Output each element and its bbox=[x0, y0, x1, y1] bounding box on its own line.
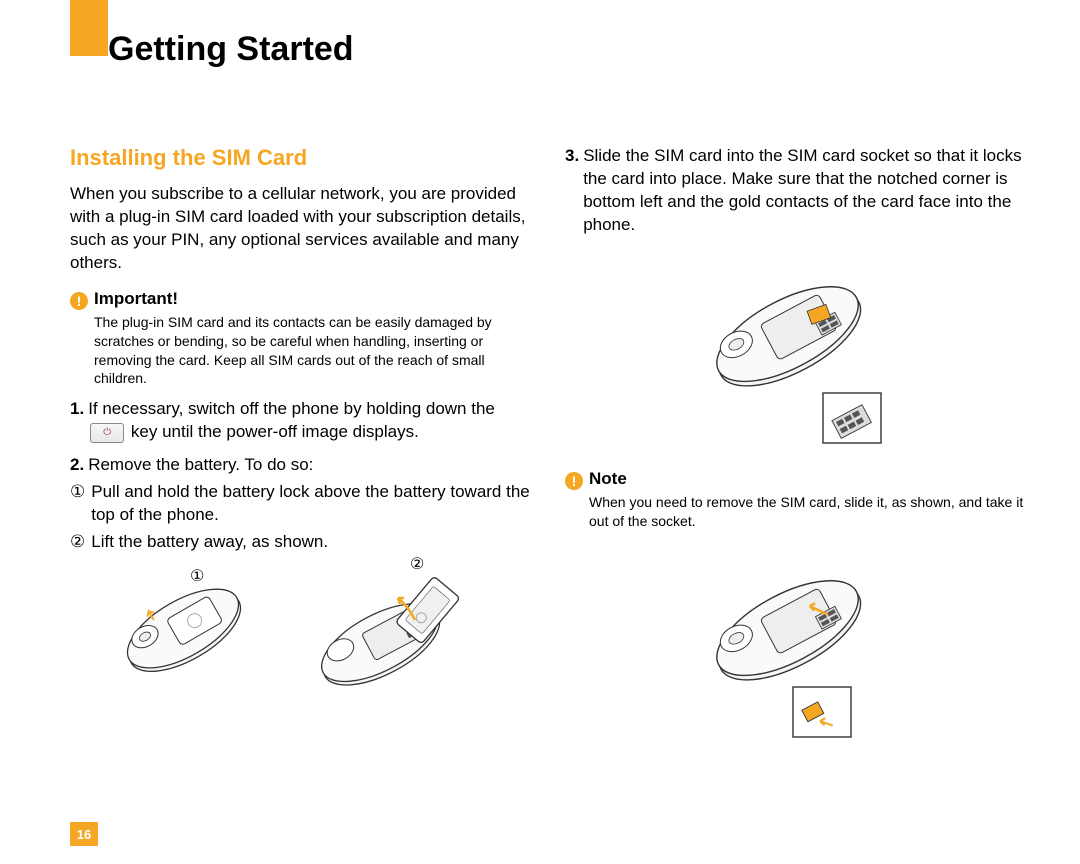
phone-illustration-2: ② bbox=[290, 572, 490, 702]
step-1-body: If necessary, switch off the phone by ho… bbox=[88, 398, 535, 444]
step-3: 3. Slide the SIM card into the SIM card … bbox=[565, 145, 1030, 237]
step-2: 2. Remove the battery. To do so: bbox=[70, 454, 535, 477]
annotation-1: ① bbox=[190, 566, 204, 586]
step-3-body: Slide the SIM card into the SIM card soc… bbox=[583, 145, 1030, 237]
note-body: When you need to remove the SIM card, sl… bbox=[589, 493, 1030, 531]
step-1-text-b: key until the power-off image displays. bbox=[131, 422, 419, 441]
substep-1: ① Pull and hold the battery lock above t… bbox=[70, 481, 535, 527]
page-number: 16 bbox=[70, 822, 98, 846]
section-heading: Installing the SIM Card bbox=[70, 145, 535, 171]
step-3-number: 3. bbox=[565, 145, 579, 237]
note-label: Note bbox=[589, 469, 627, 489]
important-label: Important! bbox=[94, 289, 178, 309]
annotation-2: ② bbox=[410, 554, 424, 574]
important-body: The plug-in SIM card and its contacts ca… bbox=[94, 313, 535, 389]
sim-insert-illustration bbox=[565, 255, 1030, 455]
intro-paragraph: When you subscribe to a cellular network… bbox=[70, 183, 535, 275]
note-callout-header: ! Note bbox=[565, 469, 1030, 489]
substep-1-number: ① bbox=[70, 481, 85, 527]
step-1-number: 1. bbox=[70, 398, 84, 444]
info-icon: ! bbox=[565, 472, 583, 490]
substep-2: ② Lift the battery away, as shown. bbox=[70, 531, 535, 554]
phone-illustration-4 bbox=[668, 549, 928, 749]
step-2-number: 2. bbox=[70, 454, 84, 477]
left-column: Installing the SIM Card When you subscri… bbox=[70, 145, 535, 749]
step-1: 1. If necessary, switch off the phone by… bbox=[70, 398, 535, 444]
warning-icon: ! bbox=[70, 292, 88, 310]
step-2-body: Remove the battery. To do so: bbox=[88, 454, 535, 477]
right-column: 3. Slide the SIM card into the SIM card … bbox=[565, 145, 1030, 749]
phone-illustration-1: ① bbox=[100, 572, 270, 692]
step-1-text-a: If necessary, switch off the phone by ho… bbox=[88, 399, 495, 418]
substep-2-body: Lift the battery away, as shown. bbox=[91, 531, 328, 554]
content-columns: Installing the SIM Card When you subscri… bbox=[70, 145, 1030, 749]
phone-illustration-3 bbox=[668, 255, 928, 455]
substep-2-number: ② bbox=[70, 531, 85, 554]
header-accent-tab bbox=[70, 0, 108, 56]
power-key-icon bbox=[90, 423, 124, 443]
substep-1-body: Pull and hold the battery lock above the… bbox=[91, 481, 535, 527]
page-title: Getting Started bbox=[108, 30, 354, 69]
sim-remove-illustration bbox=[565, 549, 1030, 749]
important-callout-header: ! Important! bbox=[70, 289, 535, 309]
battery-removal-illustration: ① ② bbox=[70, 572, 535, 702]
